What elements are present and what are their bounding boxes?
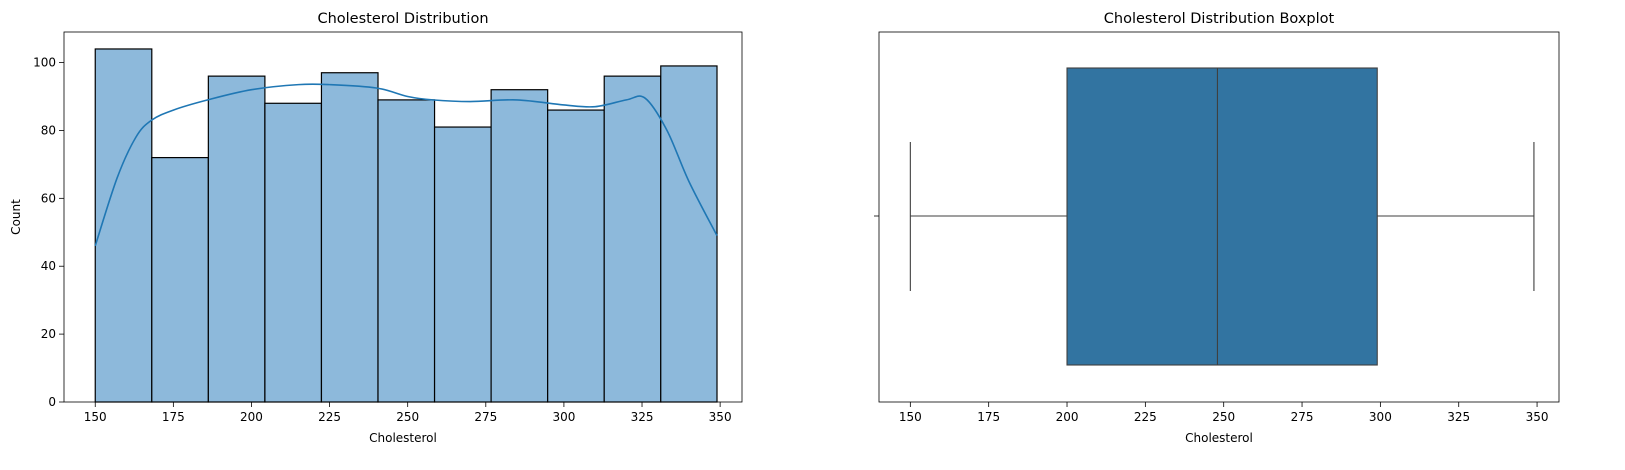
histogram-bar [151,156,209,403]
histogram-x-tick-label: 250 [396,410,419,424]
histogram-bar [264,102,323,403]
kde-line [94,83,718,247]
histogram-title: Cholesterol Distribution [317,11,488,27]
histogram-bar [377,99,436,403]
boxplot-x-label: Cholesterol [1185,431,1253,445]
boxplot-x-ticks: 150 175 200 225 250 275 300 325 350 [899,402,1549,424]
histogram-x-tick-label: 150 [84,410,107,424]
histogram-bar [490,89,549,403]
boxplot-x-tick-label: 250 [1212,410,1235,424]
histogram-bar [547,109,605,403]
histogram-bar [94,48,153,403]
boxplot-x-tick-label: 200 [1056,410,1079,424]
histogram-x-tick-label: 200 [240,410,263,424]
histogram-y-tick-label: 80 [41,123,56,137]
boxplot-box [1066,67,1378,366]
histogram-x-tick-label: 350 [709,410,732,424]
histogram-x-tick-label: 225 [318,410,341,424]
histogram-x-label: Cholesterol [369,431,437,445]
boxplot-elements [909,67,1535,366]
boxplot-x-tick-label: 325 [1447,410,1470,424]
boxplot-x-tick-label: 350 [1526,410,1549,424]
histogram-bar [603,75,662,403]
histogram-x-tick-label: 300 [552,410,575,424]
histogram-y-tick-label: 40 [41,259,56,273]
histogram-y-tick-label: 60 [41,191,56,205]
histogram-x-tick-label: 275 [474,410,497,424]
boxplot-title: Cholesterol Distribution Boxplot [1104,11,1335,27]
histogram-x-tick-label: 175 [162,410,185,424]
histogram-bar [207,75,266,403]
histogram-chart: Cholesterol Distribution 150 175 200 225 250… [9,11,743,445]
histogram-y-ticks: 0 20 40 60 80 100 [33,56,64,409]
histogram-x-tick-label: 325 [631,410,654,424]
boxplot-x-tick-label: 300 [1369,410,1392,424]
histogram-bar [320,72,379,403]
histogram-y-tick-label: 0 [48,395,56,409]
histogram-y-tick-label: 100 [33,56,56,70]
histogram-x-ticks: 150 175 200 225 250 275 300 325 350 [84,402,732,424]
histogram-axes-frame [63,31,743,403]
boxplot-x-tick-label: 225 [1134,410,1157,424]
histogram-bars [94,48,718,403]
boxplot-x-tick-label: 275 [1291,410,1314,424]
boxplot-x-tick-label: 150 [899,410,922,424]
histogram-y-label: Count [9,199,23,235]
boxplot-axes-frame [878,31,1560,403]
histogram-bar [433,126,492,403]
histogram-y-tick-label: 20 [41,327,56,341]
boxplot-chart: Cholesterol Distribution Boxplot 150 175 2… [874,11,1560,445]
boxplot-x-tick-label: 175 [977,410,1000,424]
histogram-bar [660,65,718,403]
